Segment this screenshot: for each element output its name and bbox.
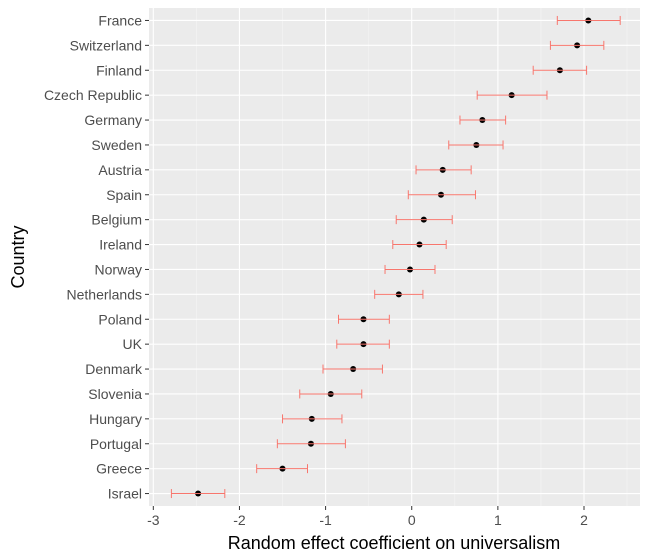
x-tick-label: -2 xyxy=(233,512,246,528)
plot-panel xyxy=(149,8,640,506)
x-tick-label: -1 xyxy=(319,512,332,528)
y-axis: France Switzerland Finland Czech Republic Ge… xyxy=(44,12,149,502)
y-tick-label: Finland xyxy=(96,62,142,78)
y-tick-label: Greece xyxy=(96,461,142,477)
x-tick-label: 2 xyxy=(580,512,588,528)
y-tick-label: Austria xyxy=(98,162,142,178)
y-tick-label: Norway xyxy=(95,261,142,277)
y-tick-label: Czech Republic xyxy=(44,87,142,103)
y-tick-label: Poland xyxy=(98,311,142,327)
x-tick-label: 0 xyxy=(408,512,416,528)
y-tick-label: Switzerland xyxy=(70,37,142,53)
y-tick-label: Sweden xyxy=(91,137,142,153)
y-tick-label: Hungary xyxy=(89,411,142,427)
x-tick-label: 1 xyxy=(494,512,502,528)
x-tick-label: -3 xyxy=(147,512,160,528)
y-tick-label: Denmark xyxy=(85,361,143,377)
y-tick-label: Israel xyxy=(108,486,142,502)
y-tick-label: Spain xyxy=(106,187,142,203)
y-tick-label: Germany xyxy=(84,112,142,128)
y-tick-label: Portugal xyxy=(90,436,142,452)
y-tick-label: Slovenia xyxy=(88,386,142,402)
data-points xyxy=(195,17,592,497)
y-tick-label: Belgium xyxy=(91,212,142,228)
minor-gridlines xyxy=(196,8,628,506)
y-tick-label: Ireland xyxy=(99,237,142,253)
y-axis-title: Country xyxy=(8,225,28,288)
x-axis-title: Random effect coefficient on universalis… xyxy=(228,533,561,553)
y-tick-label: France xyxy=(98,12,142,28)
y-tick-label: Netherlands xyxy=(67,286,143,302)
y-tick-label: UK xyxy=(123,336,143,352)
x-axis: -3 -2 -1 0 1 2 xyxy=(147,506,588,528)
